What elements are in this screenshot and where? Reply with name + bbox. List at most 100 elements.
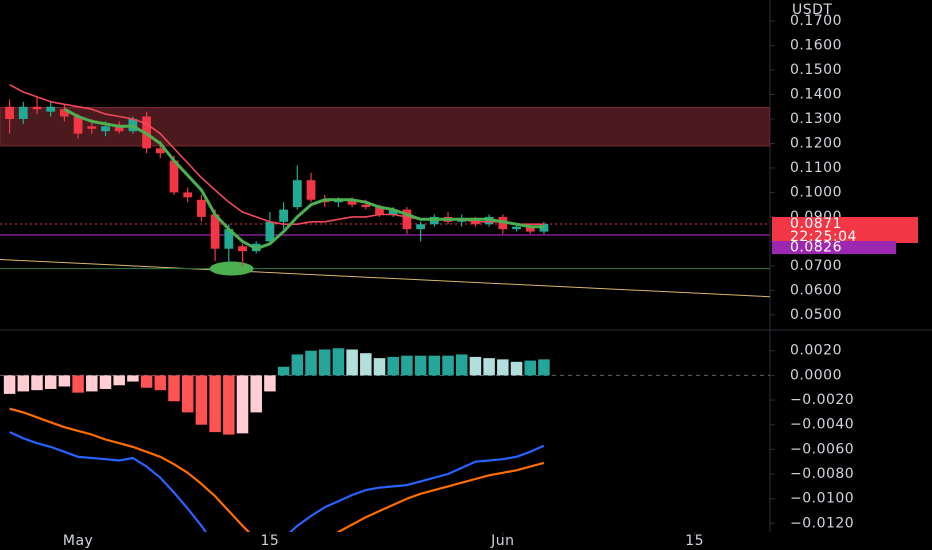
candle-body: [375, 207, 384, 215]
y-tick-label: 0.1500: [790, 62, 842, 78]
macd-line: [9, 431, 545, 532]
histogram-bar: [414, 355, 427, 376]
y-tick-label: 0.0500: [790, 307, 842, 323]
candle-body: [60, 109, 69, 117]
histogram-bar: [154, 375, 167, 391]
x-tick-label: May: [63, 533, 93, 549]
candle-body: [416, 224, 426, 230]
histogram-bar: [209, 375, 221, 433]
candle-body: [169, 160, 179, 193]
histogram-bar: [332, 348, 345, 376]
y-tick-label: −0.0120: [790, 515, 854, 531]
histogram-bar: [264, 375, 276, 392]
last-price-tag: [772, 216, 918, 243]
histogram-bar: [168, 375, 180, 402]
candle-body: [388, 209, 398, 215]
y-tick-label: 0.0700: [790, 258, 842, 274]
trendline: [0, 258, 770, 298]
y-tick-label: −0.0080: [790, 466, 854, 482]
y-tick-label: 0.1100: [790, 160, 842, 176]
histogram-bar: [442, 355, 454, 376]
axis-label: USDT: [792, 2, 832, 18]
histogram-bar: [99, 375, 112, 389]
histogram-bar: [387, 356, 399, 376]
moving-average: [63, 107, 544, 251]
y-tick-label: −0.0040: [790, 417, 854, 433]
histogram-bar: [236, 375, 249, 434]
histogram-bar: [181, 375, 194, 413]
candle-body: [101, 126, 110, 132]
histogram-bar: [510, 361, 523, 376]
histogram-bar: [538, 359, 550, 376]
candle-body: [402, 209, 412, 230]
y-tick-label: 0.1400: [790, 86, 842, 102]
histogram-bar: [305, 350, 317, 376]
y-tick-label: 0.1200: [790, 135, 842, 151]
macd-pane: [0, 348, 770, 532]
x-tick-label: 15: [260, 533, 279, 549]
candle-body: [347, 199, 357, 205]
histogram-bar: [524, 360, 536, 376]
candle-body: [361, 204, 371, 208]
histogram-bar: [291, 354, 304, 376]
y-tick-label: 0.0020: [790, 343, 842, 359]
candle-body: [197, 199, 206, 217]
histogram-bar: [223, 375, 235, 435]
y-tick-label: 0.1300: [790, 111, 842, 127]
candle-body: [183, 192, 193, 198]
candle-body: [265, 221, 275, 242]
histogram-bar: [428, 355, 441, 376]
axes: 0.05000.06000.07000.08000.09000.10000.11…: [63, 2, 918, 549]
y-tick-label: −0.0060: [790, 441, 854, 457]
histogram-bar: [86, 375, 98, 392]
histogram-bar: [3, 375, 16, 394]
histogram-bar: [44, 375, 57, 389]
histogram-bar: [250, 375, 262, 413]
histogram-bar: [373, 358, 386, 376]
candle-body: [525, 226, 535, 232]
candle-body: [210, 214, 220, 249]
x-tick-label: Jun: [490, 533, 514, 549]
y-tick-label: 0.1000: [790, 184, 842, 200]
y-tick-label: 0.0600: [790, 282, 842, 298]
histogram-bar: [31, 375, 43, 391]
candle-body: [46, 106, 56, 112]
line-price-tag: [772, 241, 896, 255]
y-tick-label: 0.1600: [790, 38, 842, 54]
candle-body: [224, 229, 234, 249]
candle-body: [114, 126, 124, 132]
price-pane: [0, 83, 770, 298]
histogram-bar: [58, 375, 71, 387]
candle-body: [32, 106, 42, 110]
histogram-bar: [497, 359, 509, 376]
histogram-bar: [140, 375, 153, 388]
histogram-bar: [318, 349, 331, 376]
histogram-bar: [483, 358, 495, 376]
x-tick-label: 15: [685, 533, 704, 549]
histogram-bar: [113, 375, 125, 386]
candle-body: [5, 106, 14, 119]
candle-body: [238, 246, 247, 252]
candle-body: [73, 116, 83, 134]
candle-body: [155, 148, 165, 154]
macd-line: [9, 407, 545, 532]
candle-body: [18, 106, 28, 119]
last-price-label: 0.0871: [790, 216, 842, 232]
low-marker: [209, 261, 254, 276]
histogram-bar: [127, 375, 139, 382]
y-tick-label: −0.0100: [790, 491, 854, 507]
line-price-label: 0.0826: [790, 240, 842, 256]
histogram-bar: [401, 355, 413, 376]
y-tick-label: 0.0000: [790, 367, 842, 383]
histogram-bar: [360, 353, 372, 376]
histogram-bar: [346, 349, 358, 376]
y-tick-label: 0.1700: [790, 13, 842, 29]
candle-body: [87, 126, 97, 129]
countdown-label: 22:25:04: [790, 229, 857, 245]
y-tick-label: −0.0020: [790, 392, 854, 408]
candle-body: [306, 180, 316, 200]
histogram-bar: [72, 375, 84, 393]
histogram-bar: [17, 375, 30, 392]
candle-body: [512, 226, 521, 230]
